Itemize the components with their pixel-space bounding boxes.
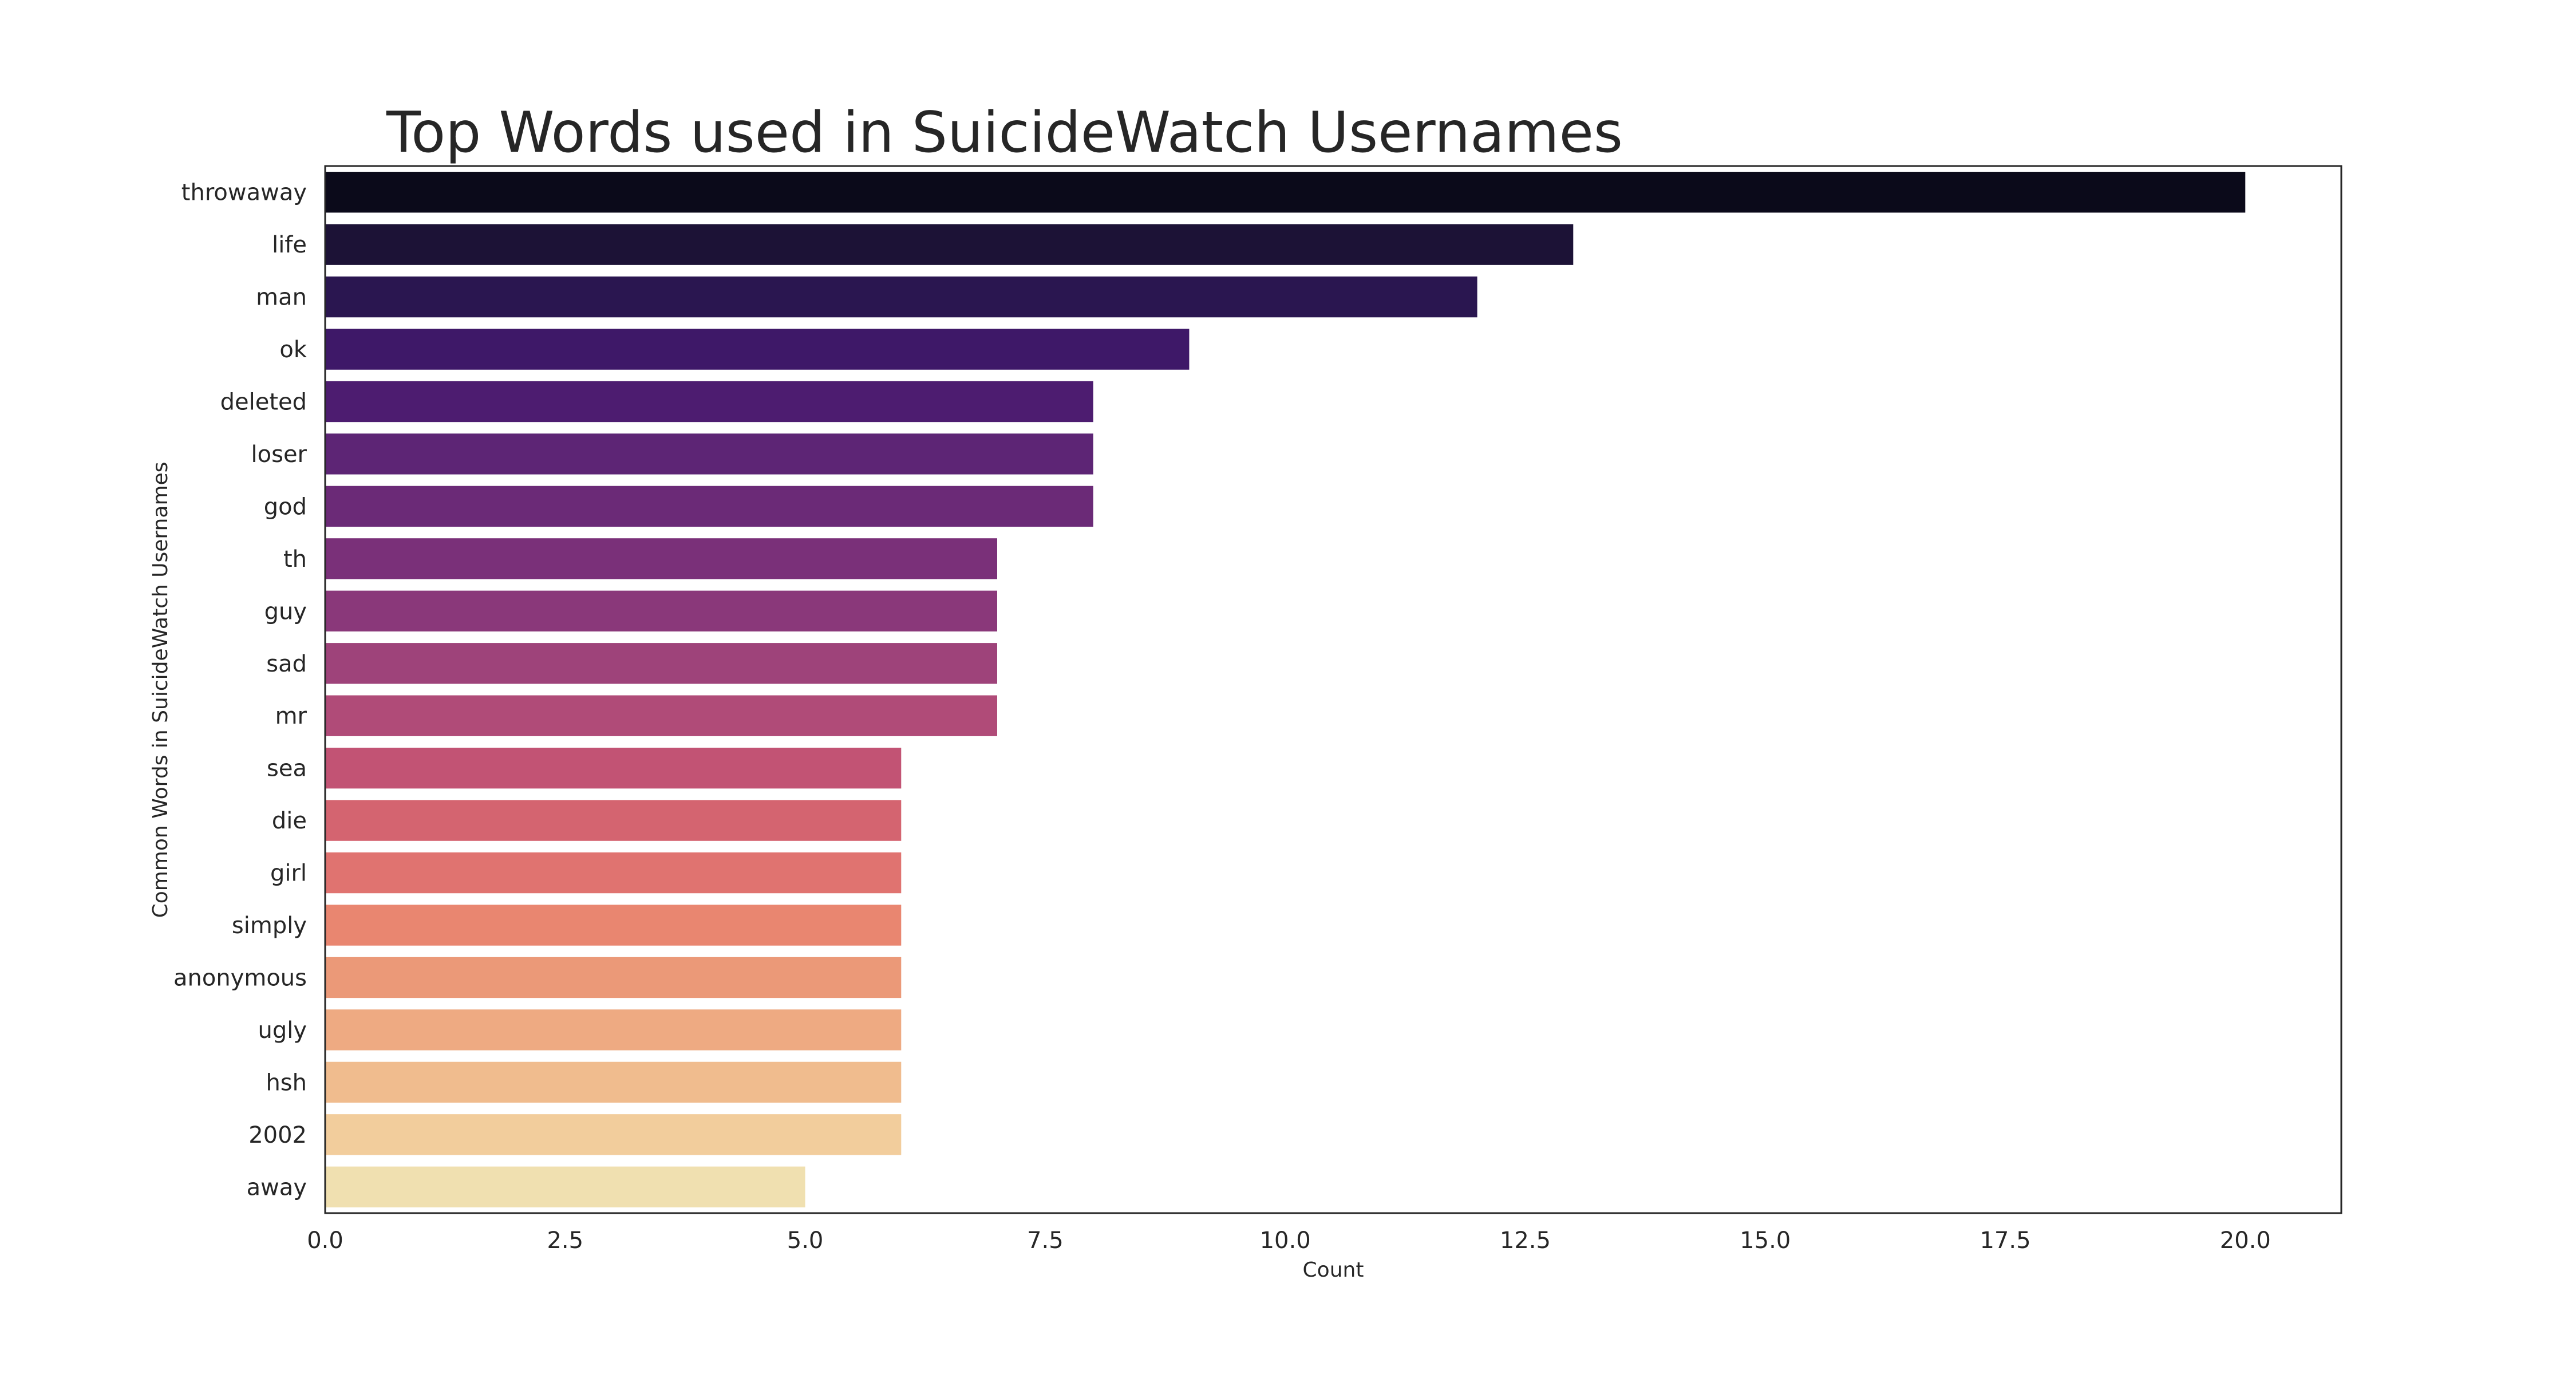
x-tick-label: 10.0: [1260, 1227, 1311, 1254]
y-tick-label: simply: [232, 913, 307, 939]
y-tick-label: anonymous: [173, 965, 307, 991]
y-tick-label: deleted: [220, 389, 307, 416]
bar-throwaway: [325, 172, 2246, 213]
x-tick-label: 2.5: [547, 1227, 583, 1254]
x-tick-label: 7.5: [1027, 1227, 1064, 1254]
x-tick-labels: 0.0 2.5 5.0 7.5 10.0 12.5 15.0 17.5 20.0: [307, 1227, 2271, 1254]
bar-ugly: [325, 1009, 902, 1051]
bar-die: [325, 800, 902, 841]
y-axis-label: Common Words in SuicideWatch Usernames: [149, 462, 172, 918]
y-tick-label: mr: [275, 703, 307, 729]
x-tick-label: 17.5: [1980, 1227, 2030, 1254]
bar-anonymous: [325, 957, 902, 998]
x-tick-label: 12.5: [1500, 1227, 1551, 1254]
bar-mr: [325, 695, 997, 736]
bar-sad: [325, 643, 997, 684]
bar-ok: [325, 329, 1190, 370]
y-tick-label: die: [272, 808, 307, 834]
bar-sea: [325, 748, 902, 789]
chart-title: Top Words used in SuicideWatch Usernames: [386, 100, 1623, 165]
bar-god: [325, 485, 1093, 527]
x-axis-label: Count: [1303, 1258, 1364, 1282]
x-tick-label: 5.0: [787, 1227, 824, 1254]
y-tick-label: away: [247, 1174, 307, 1201]
x-tick-label: 0.0: [307, 1227, 343, 1254]
bar-hsh: [325, 1061, 902, 1103]
y-tick-label: guy: [264, 598, 307, 625]
bar-life: [325, 224, 1574, 265]
y-tick-label: loser: [251, 441, 307, 468]
y-tick-label: girl: [270, 860, 307, 887]
y-tick-label: hsh: [266, 1069, 307, 1096]
y-tick-label: god: [264, 493, 307, 520]
y-tick-label: ugly: [258, 1017, 307, 1044]
y-tick-label: sea: [267, 756, 307, 782]
bar-2002: [325, 1114, 902, 1155]
x-tick-label: 20.0: [2220, 1227, 2271, 1254]
bar-loser: [325, 433, 1093, 475]
y-tick-labels: throwaway life man ok deleted loser god th guy sa…: [173, 180, 307, 1201]
bars-layer: [325, 172, 2246, 1207]
bar-girl: [325, 852, 902, 894]
plot-area-frame: [324, 165, 2342, 1214]
y-tick-label: man: [256, 285, 307, 311]
y-tick-label: sad: [266, 651, 307, 677]
bar-th: [325, 538, 997, 579]
bar-guy: [325, 590, 997, 631]
y-tick-label: ok: [279, 337, 307, 363]
y-tick-label: throwaway: [181, 180, 307, 206]
bar-simply: [325, 905, 902, 946]
bar-deleted: [325, 381, 1093, 423]
x-tick-label: 15.0: [1740, 1227, 1791, 1254]
bar-man: [325, 276, 1477, 318]
y-tick-label: 2002: [248, 1122, 307, 1148]
y-tick-label: life: [272, 232, 307, 258]
y-tick-label: th: [283, 546, 307, 572]
bar-away: [325, 1166, 805, 1207]
